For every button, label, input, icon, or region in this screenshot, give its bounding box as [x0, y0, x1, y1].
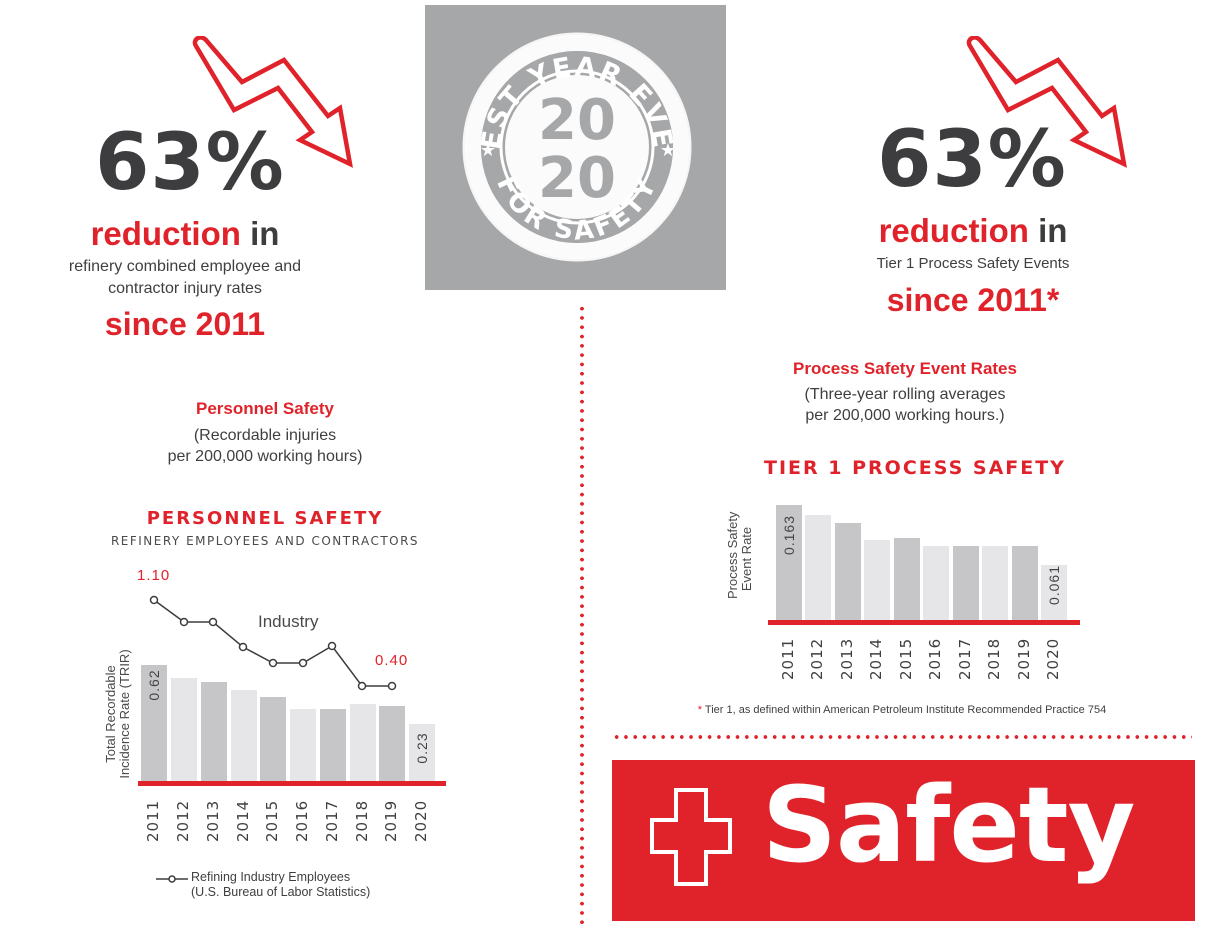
year-label: 2015: [263, 799, 281, 842]
bar-2012: [171, 678, 197, 783]
bar-2016: [923, 546, 949, 622]
process-safety-title: Process Safety Event Rates: [793, 359, 1017, 378]
year-label: 2011: [779, 637, 797, 680]
personnel-chart-title: PERSONNEL SAFETY: [146, 508, 384, 529]
legend-text: (U.S. Bureau of Labor Statistics): [191, 885, 371, 899]
safety-banner: Safety: [612, 760, 1195, 921]
y-axis-label: Process Safety Event Rate: [725, 511, 754, 599]
industry-label: Industry: [258, 612, 319, 631]
svg-text:20: 20: [538, 146, 616, 211]
bar-2014: [231, 690, 257, 783]
year-label: 2014: [234, 799, 252, 842]
bar-2014: [864, 540, 890, 622]
last-bar-value: 0.23: [414, 732, 430, 764]
bar-2015: [260, 697, 286, 783]
bar-2013: [835, 523, 861, 622]
year-label: 2018: [353, 799, 371, 842]
reduction-word: reduction: [878, 212, 1029, 249]
process-bars: 0.163 0.061: [776, 495, 1076, 622]
year-label: 2013: [838, 637, 856, 680]
right-stat-description: Tier 1 Process Safety Events: [876, 255, 1070, 272]
bar-2017: [953, 546, 979, 622]
industry-start-value: 1.10: [137, 567, 171, 584]
downward-trend-arrow-icon: [966, 36, 1127, 168]
bar-2011: [776, 505, 802, 622]
bar-2016: [290, 709, 316, 783]
bar-2019: [1012, 546, 1038, 622]
first-bar-value: 0.62: [146, 669, 162, 701]
bar-2018: [350, 704, 376, 783]
downward-trend-arrow-icon: [192, 36, 353, 168]
year-label: 2016: [293, 799, 311, 842]
best-year-stamp: BEST YEAR EVER FOR SAFETY 20 20 ★ ★: [414, 0, 726, 290]
left-stat-since: since 2011: [104, 306, 266, 342]
personnel-safety-chart: Total Recordable Incidence Rate (TRIR) 1…: [100, 560, 460, 850]
bar-2017: [320, 709, 346, 783]
bar-2019: [379, 706, 405, 783]
stamp-seal-icon: BEST YEAR EVER FOR SAFETY 20 20 ★ ★: [414, 0, 692, 262]
desc-line: per 200,000 working hours.): [805, 407, 1005, 424]
bar-2018: [982, 546, 1008, 622]
personnel-chart-subtitle: REFINERY EMPLOYEES AND CONTRACTORS: [110, 534, 420, 548]
year-label: 2020: [1044, 637, 1062, 680]
last-bar-value: 0.061: [1046, 564, 1062, 606]
svg-text:20: 20: [538, 88, 616, 153]
year-label: 2017: [323, 799, 341, 842]
process-safety-description: (Three-year rolling averages per 200,000…: [740, 384, 1070, 426]
first-bar-value: 0.163: [781, 514, 797, 556]
right-stat-since: since 2011*: [886, 282, 1060, 318]
bar-2020: [409, 724, 435, 783]
personnel-bars: 0.62 0.23: [141, 560, 441, 783]
x-axis-baseline: [138, 781, 446, 786]
year-label: 2017: [956, 637, 974, 680]
vertical-dotted-divider: [580, 304, 584, 924]
year-label: 2019: [382, 799, 400, 842]
bar-2011: [141, 665, 167, 783]
desc-line: (Recordable injuries: [193, 427, 337, 444]
year-label: 2012: [174, 799, 192, 842]
x-axis-baseline: [768, 620, 1080, 625]
legend-text: Refining Industry Employees: [191, 870, 351, 884]
year-label: 2015: [897, 637, 915, 680]
right-stat-percent: 63%: [877, 115, 1067, 205]
desc-line: per 200,000 working hours): [167, 448, 363, 465]
svg-text:★: ★: [480, 140, 496, 160]
legend-line-marker-icon: [156, 875, 188, 883]
left-stat-description: refinery combined employee and contracto…: [30, 256, 340, 300]
footnote-text: Tier 1, as defined within American Petro…: [702, 704, 1107, 716]
medical-cross-icon: [650, 788, 732, 886]
bar-2020: [1041, 565, 1067, 622]
industry-end-value: 0.40: [375, 652, 409, 669]
year-label: 2016: [926, 637, 944, 680]
bar-2013: [201, 682, 227, 783]
footnote-star: *: [697, 704, 703, 716]
svg-text:★: ★: [660, 140, 676, 160]
desc-line: refinery combined employee and: [68, 258, 302, 275]
process-safety-chart: Process Safety Event Rate 0.163 0.061 20…: [720, 495, 1090, 695]
year-label: 2020: [412, 799, 430, 842]
reduction-word: reduction: [90, 215, 241, 252]
bar-2015: [894, 538, 920, 622]
industry-trend-line: [149, 595, 397, 691]
in-word: in: [1028, 212, 1068, 249]
right-stat-reduction: reduction in: [828, 212, 1118, 250]
left-stat-percent: 63%: [95, 118, 285, 208]
desc-line: contractor injury rates: [108, 280, 262, 297]
in-word: in: [240, 215, 280, 252]
personnel-safety-description: (Recordable injuries per 200,000 working…: [100, 425, 430, 467]
year-label: 2019: [1015, 637, 1033, 680]
year-label: 2013: [204, 799, 222, 842]
year-label: 2012: [808, 637, 826, 680]
horizontal-dotted-divider: [612, 735, 1192, 739]
year-label: 2018: [985, 637, 1003, 680]
personnel-safety-title: Personnel Safety: [196, 399, 334, 418]
desc-line: (Three-year rolling averages: [804, 386, 1006, 403]
bar-2012: [805, 515, 831, 622]
process-chart-title: TIER 1 PROCESS SAFETY: [764, 457, 1066, 479]
footnote: * Tier 1, as defined within American Pet…: [612, 704, 1192, 716]
left-stat-reduction: reduction in: [40, 215, 330, 253]
safety-label: Safety: [762, 764, 1135, 886]
year-label: 2011: [144, 799, 162, 842]
year-label: 2014: [867, 637, 885, 680]
